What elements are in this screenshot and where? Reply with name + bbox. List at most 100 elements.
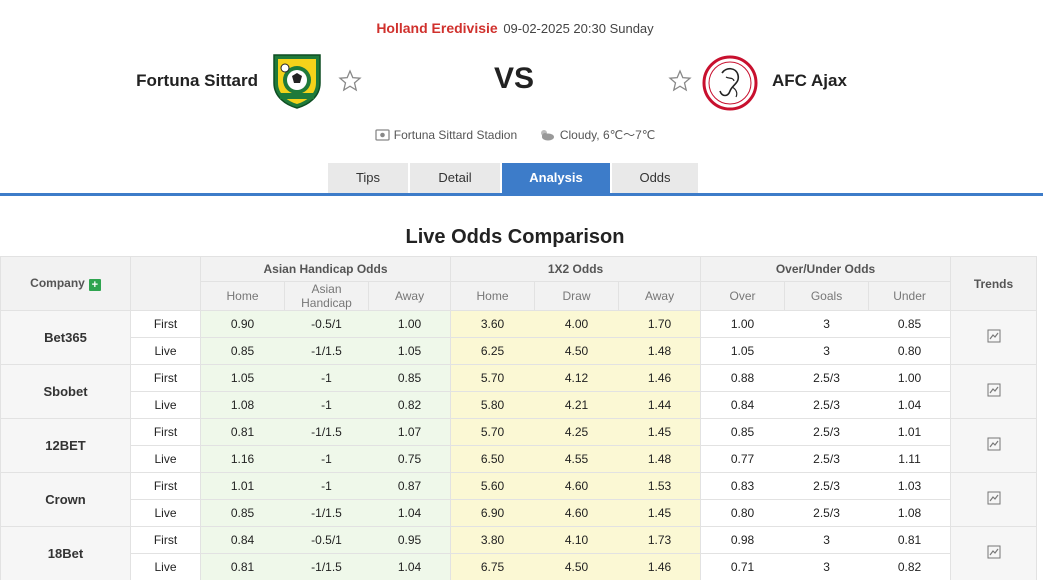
favorite-away-star-icon[interactable] — [668, 69, 692, 93]
odds-cell-asian: -1/1.5 — [284, 499, 369, 527]
odds-cell-ou: 1.03 — [868, 472, 952, 500]
company-name[interactable]: Bet365 — [0, 310, 131, 365]
trend-cell[interactable] — [950, 418, 1038, 473]
company-name[interactable]: Crown — [0, 472, 131, 527]
odds-cell-asian: 1.07 — [367, 418, 452, 446]
away-team-logo[interactable] — [702, 55, 758, 111]
odds-type: First — [130, 472, 201, 500]
cloudy-icon — [540, 130, 554, 141]
odds-cell-x12: 1.48 — [618, 445, 702, 473]
odds-cell-asian: -1 — [284, 445, 369, 473]
odds-cell-x12: 4.60 — [534, 472, 620, 500]
odds-cell-x12: 1.45 — [618, 418, 702, 446]
odds-cell-asian: 0.85 — [200, 499, 285, 527]
type-header — [130, 256, 201, 311]
odds-cell-x12: 1.70 — [618, 310, 702, 338]
odds-cell-asian: -1 — [284, 391, 369, 419]
odds-cell-x12: 1.73 — [618, 526, 702, 554]
trends-header: Trends — [950, 256, 1038, 311]
trend-chart-icon[interactable] — [987, 329, 1001, 343]
odds-cell-ou: 0.85 — [868, 310, 952, 338]
odds-cell-ou: 0.98 — [700, 526, 786, 554]
home-team-name[interactable]: Fortuna Sittard — [136, 71, 258, 90]
odds-cell-asian: 1.05 — [200, 364, 285, 392]
odds-type: First — [130, 364, 201, 392]
trend-cell[interactable] — [950, 526, 1038, 580]
subheader-ou-goals: Goals — [784, 281, 870, 311]
table-row: Bet365 First 0.90 -0.5/1 1.00 3.60 4.00 1.70 1.0… — [0, 310, 1038, 365]
subheader-asian-home: Home — [200, 281, 285, 311]
odds-cell-ou: 1.01 — [868, 418, 952, 446]
company-name[interactable]: 12BET — [0, 418, 131, 473]
odds-type: Live — [130, 499, 201, 527]
odds-cell-x12: 4.50 — [534, 337, 620, 365]
tab-odds[interactable]: Odds — [612, 163, 698, 193]
odds-cell-ou: 2.5/3 — [784, 445, 870, 473]
favorite-home-star-icon[interactable] — [338, 69, 362, 93]
tab-tips[interactable]: Tips — [328, 163, 408, 193]
odds-cell-ou: 0.82 — [868, 553, 952, 580]
odds-cell-ou: 0.77 — [700, 445, 786, 473]
odds-cell-asian: 1.16 — [200, 445, 285, 473]
odds-cell-asian: -1/1.5 — [284, 337, 369, 365]
odds-cell-x12: 1.53 — [618, 472, 702, 500]
odds-cell-asian: 0.87 — [367, 472, 452, 500]
trend-chart-icon[interactable] — [987, 437, 1001, 451]
section-title: Live Odds Comparison — [405, 226, 625, 248]
subheader-x12-home: Home — [450, 281, 536, 311]
odds-cell-x12: 4.55 — [534, 445, 620, 473]
trend-chart-icon[interactable] — [987, 491, 1001, 505]
odds-cell-x12: 1.46 — [618, 553, 702, 580]
odds-cell-x12: 4.21 — [534, 391, 620, 419]
trend-chart-icon[interactable] — [987, 545, 1001, 559]
odds-cell-x12: 4.60 — [534, 499, 620, 527]
odds-cell-ou: 3 — [784, 337, 870, 365]
odds-cell-x12: 5.80 — [450, 391, 536, 419]
subheader-ou-under: Under — [868, 281, 952, 311]
odds-cell-ou: 0.83 — [700, 472, 786, 500]
odds-cell-x12: 1.45 — [618, 499, 702, 527]
odds-cell-x12: 3.80 — [450, 526, 536, 554]
odds-cell-ou: 2.5/3 — [784, 418, 870, 446]
odds-cell-asian: 0.82 — [367, 391, 452, 419]
match-header-line: Holland Eredivisie 09-02-2025 20:30 Sund… — [0, 20, 1030, 36]
company-header: Company + — [0, 256, 131, 311]
odds-table-body: Bet365 First 0.90 -0.5/1 1.00 3.60 4.00 1.70 1.0… — [0, 310, 1038, 580]
company-name[interactable]: 18Bet — [0, 526, 131, 580]
stadium-icon — [375, 129, 390, 141]
weather-text: Cloudy, 6℃～7℃ — [559, 128, 656, 142]
odds-type: First — [130, 310, 201, 338]
trend-cell[interactable] — [950, 364, 1038, 419]
match-tabs: Tips Detail Analysis Odds — [328, 163, 700, 193]
tab-analysis[interactable]: Analysis — [502, 163, 610, 193]
odds-cell-ou: 3 — [784, 553, 870, 580]
odds-type: Live — [130, 391, 201, 419]
odds-cell-asian: 1.08 — [200, 391, 285, 419]
trend-cell[interactable] — [950, 310, 1038, 365]
odds-cell-ou: 0.81 — [868, 526, 952, 554]
company-name[interactable]: Sbobet — [0, 364, 131, 419]
odds-cell-asian: -1 — [284, 472, 369, 500]
away-team-name[interactable]: AFC Ajax — [772, 71, 847, 90]
subheader-asian-away: Away — [367, 281, 452, 311]
trend-cell[interactable] — [950, 472, 1038, 527]
odds-cell-ou: 2.5/3 — [784, 364, 870, 392]
odds-cell-asian: 1.00 — [367, 310, 452, 338]
asian-handicap-header: Asian Handicap Odds — [199, 256, 452, 282]
odds-cell-ou: 0.84 — [700, 391, 786, 419]
odds-type: Live — [130, 445, 201, 473]
odds-cell-x12: 6.25 — [450, 337, 536, 365]
odds-cell-asian: -0.5/1 — [284, 526, 369, 554]
league-name[interactable]: Holland Eredivisie — [376, 20, 498, 36]
odds-cell-asian: 0.75 — [367, 445, 452, 473]
tab-detail[interactable]: Detail — [410, 163, 500, 193]
odds-cell-asian: -1/1.5 — [284, 553, 369, 580]
add-company-plus-icon[interactable]: + — [88, 279, 101, 291]
odds-type: First — [130, 526, 201, 554]
table-row: Live 0.85 -1/1.5 1.05 6.25 4.50 1.48 1.05 3 0.80 — [1, 337, 1037, 365]
odds-cell-x12: 5.70 — [450, 364, 536, 392]
trend-chart-icon[interactable] — [987, 383, 1001, 397]
home-team-logo[interactable] — [270, 53, 324, 109]
odds-cell-x12: 1.46 — [618, 364, 702, 392]
table-row: Live 0.81 -1/1.5 1.04 6.75 4.50 1.46 0.71 3 0.82 — [1, 553, 1037, 580]
